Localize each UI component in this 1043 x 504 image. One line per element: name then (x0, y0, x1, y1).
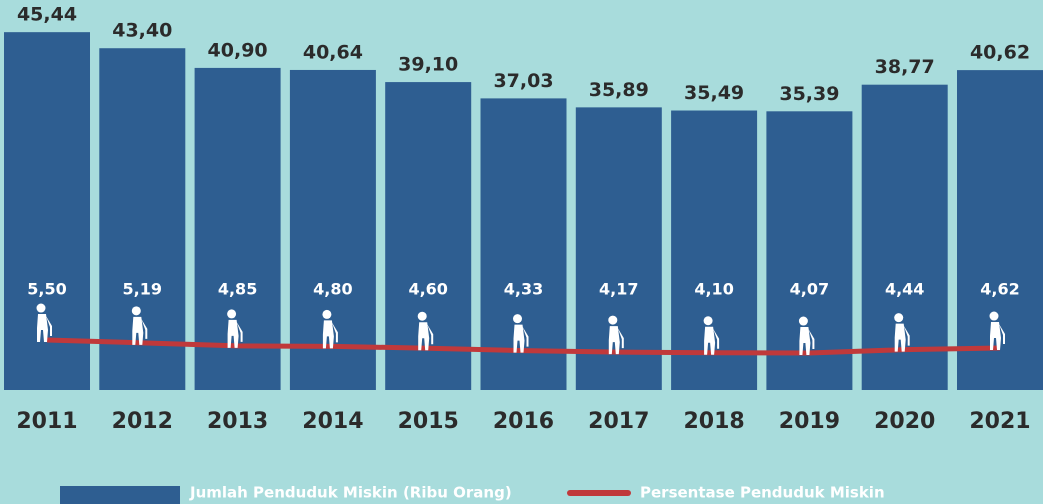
icon-body (990, 322, 1005, 351)
person-icon (131, 306, 148, 345)
x-tick-label: 2019 (779, 409, 840, 434)
person-icon (989, 311, 1005, 351)
person-icon (608, 315, 624, 355)
bar-value-label: 40,90 (208, 39, 268, 61)
icon-head (798, 316, 808, 326)
x-tick-label: 2011 (16, 409, 77, 434)
bar-value-label: 45,44 (17, 4, 77, 26)
line-value-label: 5,50 (27, 280, 66, 299)
bar-value-label: 38,77 (875, 56, 935, 78)
icon-body (513, 324, 529, 353)
icon-body (608, 326, 624, 355)
icon-head (36, 303, 46, 313)
icon-head (417, 311, 427, 321)
line-value-label: 4,33 (504, 280, 543, 299)
icon-body (418, 322, 434, 351)
person-icon (227, 309, 243, 348)
x-tick-label: 2021 (969, 409, 1030, 434)
icon-body (37, 314, 52, 343)
x-tick-label: 2014 (302, 409, 363, 434)
line-value-label: 4,62 (980, 280, 1019, 299)
person-icon (322, 309, 338, 349)
icon-body (704, 326, 720, 355)
bar-value-label: 35,49 (684, 82, 744, 104)
line-value-label: 4,17 (599, 280, 638, 299)
icon-body (322, 320, 338, 349)
icon-head (703, 316, 713, 326)
legend-swatch (60, 486, 180, 504)
bar-value-label: 37,03 (493, 70, 553, 92)
line-value-label: 4,60 (408, 280, 447, 299)
x-tick-label: 2020 (874, 409, 935, 434)
icon-head (322, 309, 332, 319)
x-tick-label: 2015 (398, 409, 459, 434)
legend-label: Persentase Penduduk Miskin (640, 484, 885, 502)
x-tick-label: 2013 (207, 409, 268, 434)
icon-body (227, 319, 243, 348)
icon-head (227, 309, 237, 319)
icon-body (799, 327, 815, 356)
x-tick-label: 2018 (683, 409, 744, 434)
line-value-label: 4,07 (790, 280, 829, 299)
icon-body (132, 316, 148, 345)
icon-head (131, 306, 141, 316)
line-value-label: 4,80 (313, 280, 352, 299)
bar-value-label: 40,62 (970, 42, 1030, 64)
line-value-label: 4,85 (218, 280, 257, 299)
bar-value-label: 39,10 (398, 54, 458, 76)
icon-head (513, 314, 522, 324)
bar-value-label: 35,89 (589, 79, 649, 101)
x-tick-label: 2012 (112, 409, 173, 434)
icon-head (894, 313, 904, 323)
line-value-label: 4,10 (694, 280, 733, 299)
bar-value-label: 43,40 (112, 20, 172, 42)
icon-head (989, 311, 999, 321)
icon-body (894, 323, 910, 352)
bar-value-label: 40,64 (303, 41, 363, 63)
person-icon (417, 311, 434, 351)
x-tick-label: 2017 (588, 409, 649, 434)
person-icon (894, 313, 910, 352)
person-icon (36, 303, 52, 343)
line-value-label: 5,19 (123, 280, 162, 299)
bar-value-label: 35,39 (779, 83, 839, 105)
person-icon (513, 314, 529, 353)
person-icon (798, 316, 815, 356)
legend-label: Jumlah Penduduk Miskin (Ribu Orang) (189, 484, 512, 502)
line-value-label: 4,44 (885, 280, 924, 299)
person-icon (703, 316, 720, 355)
x-tick-label: 2016 (493, 409, 554, 434)
icon-head (608, 315, 618, 325)
